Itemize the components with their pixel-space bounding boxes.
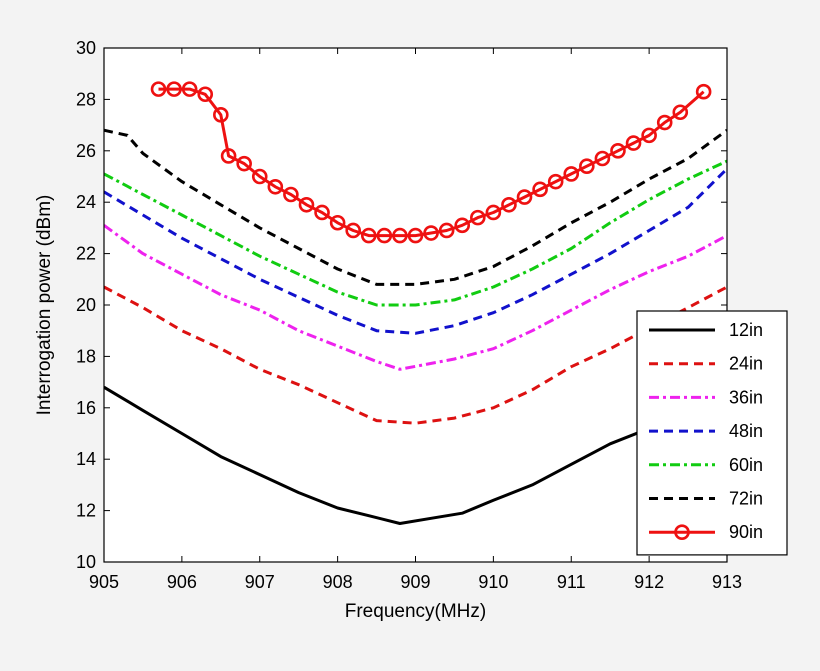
series-point-90in: [407, 227, 424, 244]
series-point-90in: [166, 81, 182, 97]
series-point-90in: [641, 127, 657, 144]
x-tick-label: 913: [712, 572, 742, 592]
series-point-90in: [625, 135, 642, 151]
series-point-90in: [298, 196, 315, 213]
y-tick-label: 16: [76, 398, 96, 418]
series-point-90in: [454, 217, 471, 234]
series-point-90in: [672, 104, 689, 121]
series-point-90in: [345, 222, 362, 239]
series-point-90in: [376, 227, 393, 244]
series-point-90in: [438, 222, 455, 239]
axes-layer: 905 906 907 908 909 910 911 912 913 10 12 14 16 18 20 2…: [34, 38, 742, 622]
x-tick-label: 909: [400, 572, 430, 592]
y-tick-label: 12: [76, 501, 96, 521]
legend-label-24in: 24in: [729, 354, 763, 374]
series-point-90in: [220, 148, 237, 164]
series-point-90in: [501, 196, 517, 213]
x-tick-label: 911: [557, 572, 586, 592]
y-tick-label: 18: [76, 346, 96, 366]
legend-label-90in: 90in: [729, 522, 763, 542]
series-layer: [104, 48, 727, 562]
y-tick-label: 10: [76, 552, 96, 572]
y-axis-label: Interrogation power (dBm): [34, 195, 55, 416]
legend-marker-90in: [674, 524, 690, 541]
y-tick-label: 14: [76, 449, 96, 469]
x-axis-label: Frequency(MHz): [345, 601, 486, 622]
series-line-72in: [104, 128, 727, 286]
series-point-90in: [610, 143, 626, 159]
series-point-90in: [695, 83, 712, 100]
x-tick-label: 906: [167, 572, 197, 592]
series-point-90in: [360, 227, 377, 244]
series-point-90in: [594, 150, 611, 167]
series-point-90in: [150, 81, 167, 97]
series-line-90in: [158, 87, 705, 238]
series-line-48in: [104, 167, 727, 335]
series-point-90in: [423, 225, 439, 241]
series-point-90in: [267, 178, 284, 195]
series-point-90in: [547, 173, 564, 190]
series-point-90in: [392, 227, 408, 244]
series-line-60in: [104, 159, 727, 307]
series-point-90in: [485, 204, 502, 221]
x-tick-label: 908: [323, 572, 353, 592]
y-tick-label: 20: [76, 295, 96, 315]
x-tick-label: 905: [89, 572, 119, 592]
series-point-90in: [251, 168, 268, 185]
series-point-90in: [656, 114, 673, 131]
series-point-90in: [181, 81, 198, 97]
series-point-90in: [532, 181, 548, 198]
y-tick-label: 26: [76, 141, 96, 161]
y-tick-label: 22: [76, 244, 96, 264]
legend-label-60in: 60in: [729, 455, 763, 475]
legend-label-72in: 72in: [729, 489, 763, 509]
legend: 12in 24in 36in 48in 60in 72in 90in: [636, 310, 788, 556]
series-point-90in: [213, 107, 229, 123]
series-point-90in: [236, 155, 252, 172]
x-tick-label: 910: [478, 572, 508, 592]
series-point-90in: [283, 186, 299, 203]
legend-box: [636, 310, 788, 556]
x-tick-label: 912: [634, 572, 664, 592]
series-point-90in: [516, 189, 533, 205]
series-point-90in: [469, 209, 486, 226]
y-tick-label: 30: [76, 38, 96, 58]
series-point-90in: [579, 158, 595, 175]
legend-label-48in: 48in: [729, 421, 763, 441]
series-point-90in: [329, 214, 346, 231]
series-point-90in: [563, 166, 580, 182]
legend-label-12in: 12in: [729, 320, 763, 340]
series-line-36in: [104, 224, 727, 371]
y-tick-label: 24: [76, 192, 96, 212]
series-point-90in: [197, 86, 214, 103]
legend-label-36in: 36in: [729, 387, 763, 407]
y-tick-label: 28: [76, 89, 96, 109]
x-tick-label: 907: [245, 572, 275, 592]
series-point-90in: [314, 204, 330, 221]
series-line-12in: [104, 385, 673, 525]
